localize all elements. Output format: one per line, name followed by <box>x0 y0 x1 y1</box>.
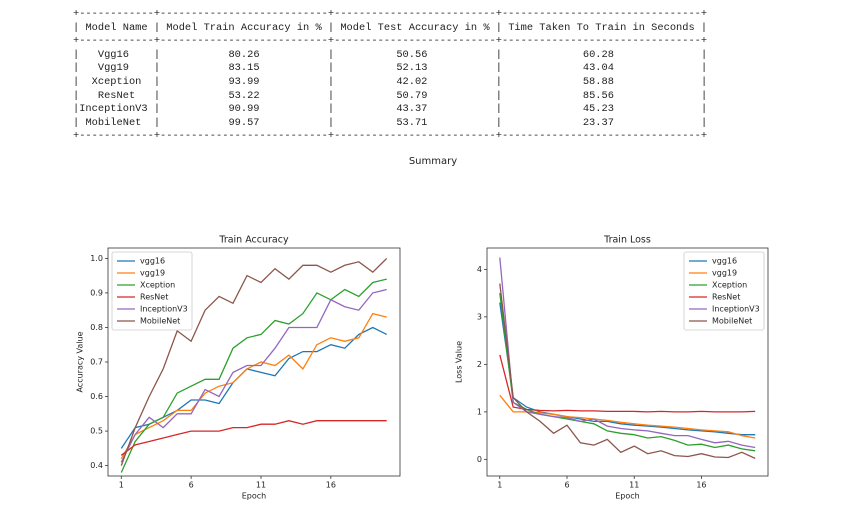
x-tick-label: 1 <box>497 481 502 490</box>
x-tick-label: 6 <box>189 481 194 490</box>
table-cell: 45.23 <box>582 103 614 116</box>
table-cell: 58.88 <box>582 75 614 88</box>
table-cell: 42.02 <box>396 75 428 88</box>
table-cell: Xception <box>91 75 142 88</box>
ascii-table: +------------+--------------------------… <box>73 8 708 143</box>
x-tick-label: 16 <box>326 481 336 490</box>
y-tick-label: 0.9 <box>90 288 103 297</box>
y-tick-label: 1 <box>477 407 482 416</box>
table-cell: 52.13 <box>396 62 428 75</box>
table-cell: MobileNet <box>85 116 142 129</box>
table-cell: Vgg19 <box>97 62 129 75</box>
y-axis-label: Accuracy Value <box>76 331 85 392</box>
series-line <box>120 257 388 466</box>
legend-label: ResNet <box>712 293 740 302</box>
plot-frame <box>486 247 769 477</box>
table-cell: Time Taken To Train in Seconds <box>508 21 695 34</box>
series-line <box>120 420 387 456</box>
y-tick-label: 0.5 <box>90 427 103 436</box>
table-cell: 85.56 <box>582 89 614 102</box>
x-axis-label: Epoch <box>615 492 640 501</box>
table-cell: Model Train Accuracy in % <box>166 21 322 34</box>
y-tick-label: 0.7 <box>90 358 103 367</box>
chart-title: Train Loss <box>603 235 651 246</box>
table-cell: Model Name <box>85 21 148 34</box>
table-cell: 60.28 <box>582 48 614 61</box>
table-cell: Model Test Accuracy in % <box>340 21 490 34</box>
table-cell: 93.99 <box>228 75 260 88</box>
table-cell: 53.71 <box>396 116 428 129</box>
series-line <box>120 278 387 473</box>
series-line <box>499 354 756 413</box>
table-cell: 43.04 <box>582 62 614 75</box>
y-tick-label: 0.8 <box>90 323 103 332</box>
x-tick-label: 11 <box>629 481 639 490</box>
y-tick-label: 4 <box>477 265 482 274</box>
x-axis-label: Epoch <box>242 492 267 501</box>
chart-title: Train Accuracy <box>218 235 289 246</box>
y-tick-label: 0 <box>477 455 482 464</box>
table-cell: ResNet <box>97 89 136 102</box>
series-line <box>499 302 756 436</box>
table-cell: 99.57 <box>228 116 260 129</box>
legend-label: vgg16 <box>712 257 737 266</box>
legend-label: InceptionV3 <box>140 305 188 314</box>
series-line <box>499 394 756 439</box>
series-line <box>120 312 387 460</box>
y-tick-label: 0.4 <box>90 461 103 470</box>
series-line <box>499 257 756 449</box>
x-tick-label: 11 <box>256 481 266 490</box>
legend-box <box>683 251 765 331</box>
legend-label: vgg19 <box>712 269 737 278</box>
table-cell: 50.56 <box>396 48 428 61</box>
y-tick-label: 1.0 <box>90 254 103 263</box>
legend-label: InceptionV3 <box>712 305 760 314</box>
table-cell: 90.99 <box>228 103 260 116</box>
table-cell: 23.37 <box>582 116 614 129</box>
x-tick-label: 16 <box>696 481 706 490</box>
table-cell: 80.26 <box>228 48 260 61</box>
y-tick-label: 2 <box>477 360 482 369</box>
legend-label: MobileNet <box>140 317 180 326</box>
table-cell: 50.79 <box>396 89 428 102</box>
table-cell: 53.22 <box>228 89 260 102</box>
summary-title: Summary <box>408 156 458 167</box>
legend-label: Xception <box>140 281 175 290</box>
table-cell: 43.37 <box>396 103 428 116</box>
x-tick-label: 6 <box>564 481 569 490</box>
table-cell: 83.15 <box>228 62 260 75</box>
legend-label: vgg16 <box>140 257 165 266</box>
y-axis-label: Loss Value <box>455 341 464 383</box>
x-tick-label: 1 <box>119 481 124 490</box>
table-cell: InceptionV3 <box>79 103 148 116</box>
series-line <box>499 283 756 459</box>
y-tick-label: 0.6 <box>90 392 103 401</box>
legend-label: MobileNet <box>712 317 752 326</box>
legend-label: Xception <box>712 281 747 290</box>
y-tick-label: 3 <box>477 312 482 321</box>
series-line <box>120 288 387 463</box>
legend-label: ResNet <box>140 293 168 302</box>
table-cell: Vgg16 <box>97 48 129 61</box>
legend-box <box>111 251 193 331</box>
series-line <box>120 326 387 449</box>
legend-label: vgg19 <box>140 269 165 278</box>
